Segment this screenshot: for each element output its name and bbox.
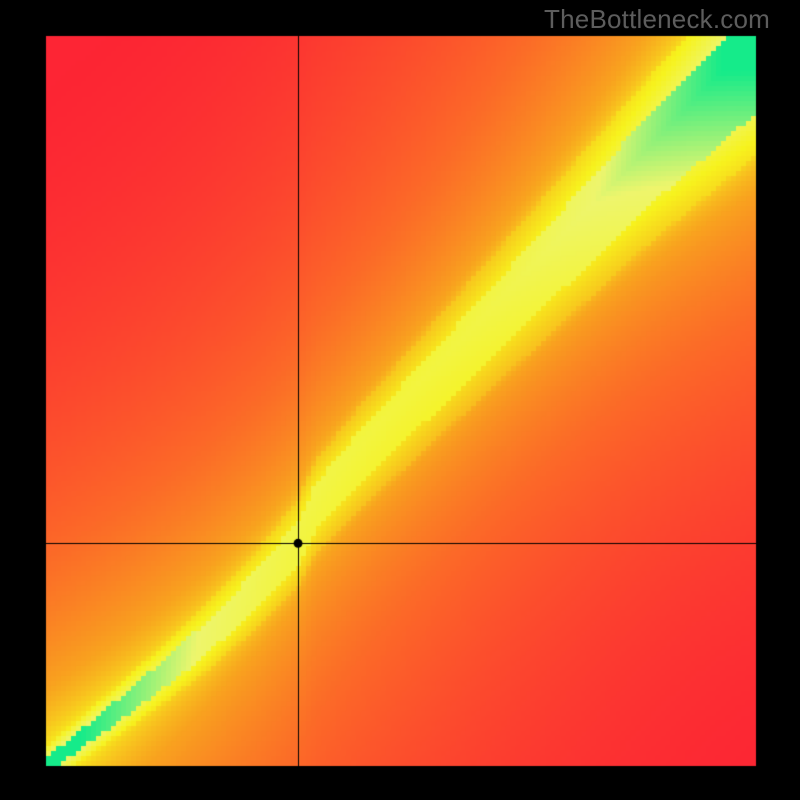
figure-stage: TheBottleneck.com: [0, 0, 800, 800]
watermark-text: TheBottleneck.com: [544, 4, 770, 35]
bottleneck-heatmap: [0, 0, 800, 800]
